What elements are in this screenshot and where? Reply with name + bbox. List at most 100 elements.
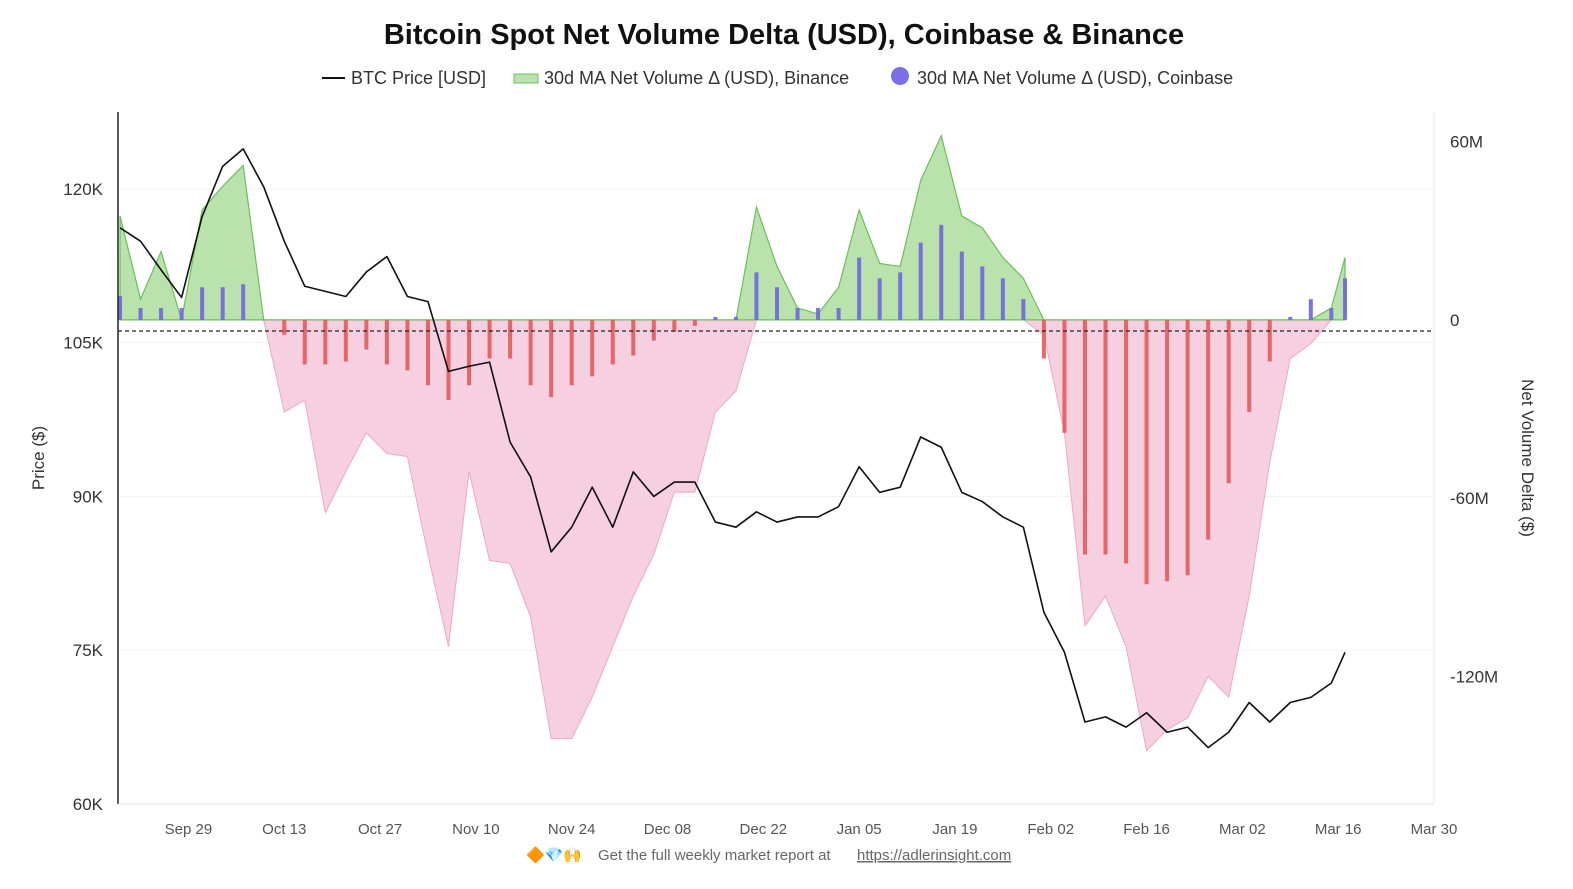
coinbase-bar — [1062, 319, 1067, 433]
right-tick-label: -60M — [1450, 489, 1489, 508]
legend: BTC Price [USD] 30d MA Net Volume Δ (USD… — [322, 67, 1233, 88]
chart-title: Bitcoin Spot Net Volume Delta (USD), Coi… — [384, 19, 1184, 51]
right-tick-label: 60M — [1450, 133, 1483, 152]
coinbase-bar — [816, 308, 821, 320]
x-axis-ticks: Sep 29 Oct 13 Oct 27 Nov 10 Nov 24 Dec 08 Dec … — [165, 821, 1458, 838]
coinbase-bar — [1103, 319, 1108, 555]
x-tick-label: Oct 27 — [358, 821, 402, 838]
x-tick-label: Mar 02 — [1219, 821, 1266, 838]
coinbase-bar — [857, 257, 862, 320]
coinbase-bar — [138, 308, 143, 320]
coinbase-bars — [118, 224, 1348, 585]
coinbase-bar — [384, 319, 389, 365]
left-tick-label: 90K — [73, 487, 104, 506]
x-tick-label: Jan 19 — [932, 821, 977, 838]
footer-link[interactable]: https://adlerinsight.com — [857, 847, 1011, 864]
right-axis-title: Net Volume Delta ($) — [1518, 379, 1537, 537]
coinbase-bar — [1226, 319, 1231, 484]
coinbase-bar — [1206, 319, 1211, 540]
legend-label-price: BTC Price [USD] — [351, 68, 486, 88]
left-tick-label: 75K — [73, 641, 104, 660]
x-tick-label: Dec 22 — [740, 821, 788, 838]
coinbase-bar — [918, 242, 923, 320]
coinbase-bar — [467, 319, 472, 386]
footer: 🔶💎🙌 Get the full weekly market report at… — [526, 846, 1011, 864]
right-tick-label: -120M — [1450, 667, 1498, 686]
binance-area — [119, 133, 1346, 752]
coinbase-bar — [528, 319, 533, 386]
coinbase-bar — [898, 272, 903, 320]
btc-price-line — [119, 148, 1346, 749]
coinbase-bar — [713, 316, 718, 320]
coinbase-bar — [754, 272, 759, 320]
legend-label-coinbase: 30d MA Net Volume Δ (USD), Coinbase — [917, 68, 1233, 88]
legend-label-binance: 30d MA Net Volume Δ (USD), Binance — [544, 68, 849, 88]
coinbase-bar — [425, 319, 430, 386]
x-tick-label: Sep 29 — [165, 821, 213, 838]
coinbase-bar — [118, 296, 122, 320]
coinbase-bar — [569, 319, 574, 386]
coinbase-bar — [1144, 319, 1149, 585]
coinbase-bar — [343, 319, 348, 362]
coinbase-bar — [692, 319, 697, 326]
coinbase-bar — [405, 319, 410, 371]
coinbase-bar — [508, 319, 513, 359]
coinbase-bar — [733, 316, 738, 320]
coinbase-bar — [775, 287, 779, 320]
left-tick-label: 120K — [63, 180, 103, 199]
left-axis-title: Price ($) — [29, 426, 48, 490]
coinbase-bar — [1267, 319, 1272, 362]
coinbase-bar — [672, 319, 677, 332]
coinbase-bar — [651, 319, 656, 341]
legend-swatch-coinbase — [891, 67, 909, 85]
coinbase-bar — [959, 251, 964, 320]
left-tick-label: 60K — [73, 795, 104, 814]
x-tick-label: Feb 16 — [1123, 821, 1170, 838]
coinbase-bar — [939, 224, 944, 320]
footer-text: Get the full weekly market report at — [598, 847, 831, 864]
right-axis-ticks: -120M -60M 0 60M — [1450, 133, 1498, 687]
binance-positive-area — [119, 133, 1346, 321]
coinbase-bar — [610, 319, 615, 365]
price-line — [119, 148, 1346, 749]
coinbase-bar — [1021, 299, 1026, 320]
x-tick-label: Dec 08 — [644, 821, 692, 838]
coinbase-bar — [590, 319, 595, 377]
coinbase-bar — [1343, 278, 1348, 320]
coinbase-bar — [302, 319, 307, 365]
coinbase-bar — [631, 319, 636, 356]
footer-emojis: 🔶💎🙌 — [526, 846, 582, 864]
coinbase-bar — [1000, 278, 1005, 320]
coinbase-bar — [446, 319, 451, 401]
coinbase-bar — [1041, 319, 1046, 359]
coinbase-bar — [980, 266, 985, 320]
x-tick-label: Jan 05 — [837, 821, 882, 838]
coinbase-bar — [200, 287, 205, 320]
left-tick-label: 105K — [63, 334, 103, 353]
x-tick-label: Nov 24 — [548, 821, 596, 838]
x-tick-label: Feb 02 — [1027, 821, 1074, 838]
coinbase-bar — [323, 319, 328, 365]
coinbase-bar — [1082, 319, 1087, 555]
coinbase-bar — [364, 319, 369, 350]
coinbase-bar — [1185, 319, 1190, 576]
x-tick-label: Mar 30 — [1411, 821, 1458, 838]
coinbase-bar — [159, 308, 164, 320]
coinbase-bar — [1247, 319, 1252, 412]
left-axis-ticks: 60K 75K 90K 105K 120K — [63, 180, 103, 814]
coinbase-bar — [241, 284, 246, 320]
coinbase-bar — [261, 319, 266, 321]
binance-negative-area — [120, 319, 1346, 752]
coinbase-bar — [1288, 316, 1293, 320]
coinbase-bar — [220, 287, 225, 320]
coinbase-bar — [877, 278, 882, 320]
coinbase-bar — [282, 319, 287, 335]
x-tick-label: Nov 10 — [452, 821, 500, 838]
coinbase-bar — [836, 308, 841, 320]
x-tick-label: Oct 13 — [262, 821, 306, 838]
coinbase-bar — [179, 308, 184, 320]
x-tick-label: Mar 16 — [1315, 821, 1362, 838]
right-tick-label: 0 — [1450, 311, 1459, 330]
coinbase-bar — [549, 319, 554, 398]
coinbase-bar — [1165, 319, 1170, 582]
